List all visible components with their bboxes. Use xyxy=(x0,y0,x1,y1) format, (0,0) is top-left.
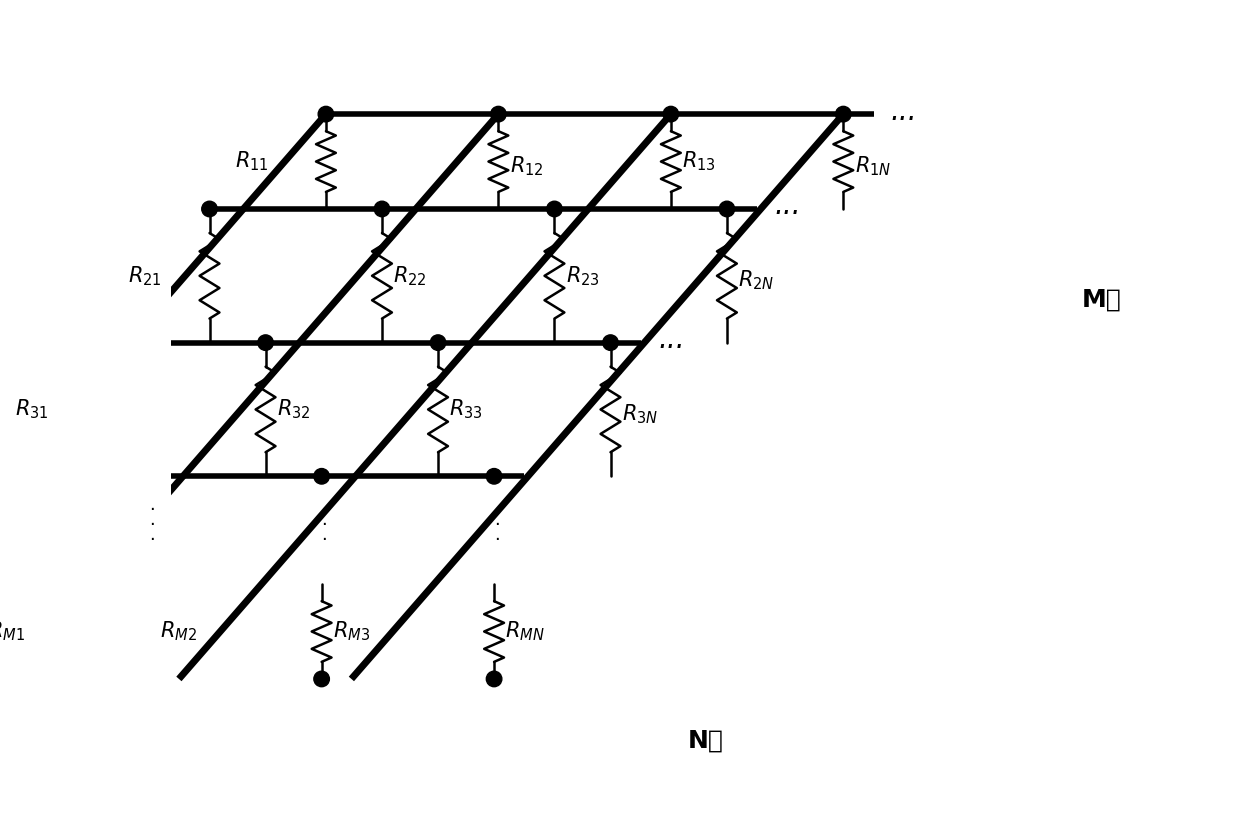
Text: $R_{M2}$: $R_{M2}$ xyxy=(160,620,197,643)
Text: ...: ... xyxy=(890,97,918,125)
Circle shape xyxy=(319,106,334,122)
Text: $R_{11}$: $R_{11}$ xyxy=(236,150,269,174)
Circle shape xyxy=(374,201,389,217)
Circle shape xyxy=(202,201,217,217)
Text: $R_{22}$: $R_{22}$ xyxy=(393,264,427,288)
Text: $R_{13}$: $R_{13}$ xyxy=(682,150,715,174)
Text: $R_{M3}$: $R_{M3}$ xyxy=(332,620,370,643)
Text: ...: ... xyxy=(774,193,801,220)
Circle shape xyxy=(141,469,157,484)
Text: N列: N列 xyxy=(687,729,723,753)
Text: $R_{1N}$: $R_{1N}$ xyxy=(854,154,890,178)
Circle shape xyxy=(141,671,157,686)
Circle shape xyxy=(491,106,506,122)
Circle shape xyxy=(836,106,851,122)
Circle shape xyxy=(258,335,273,351)
Text: ·
·
·: · · · xyxy=(321,500,327,549)
Text: $R_{3N}$: $R_{3N}$ xyxy=(621,402,658,425)
Text: $R_{23}$: $R_{23}$ xyxy=(565,264,599,288)
Circle shape xyxy=(547,201,562,217)
Text: $R_{MN}$: $R_{MN}$ xyxy=(505,620,544,643)
Text: $R_{21}$: $R_{21}$ xyxy=(128,264,161,288)
Text: ·
·
·: · · · xyxy=(149,500,155,549)
Circle shape xyxy=(719,201,734,217)
Circle shape xyxy=(430,335,446,351)
Text: $R_{12}$: $R_{12}$ xyxy=(510,154,543,178)
Text: $R_{M1}$: $R_{M1}$ xyxy=(0,620,25,643)
Text: ...: ... xyxy=(658,326,684,354)
Circle shape xyxy=(663,106,678,122)
Circle shape xyxy=(603,335,619,351)
Text: ·
·
·: · · · xyxy=(494,500,500,549)
Circle shape xyxy=(314,469,330,484)
Text: $R_{31}$: $R_{31}$ xyxy=(15,398,50,421)
Circle shape xyxy=(486,469,502,484)
Circle shape xyxy=(486,671,502,686)
Text: $R_{33}$: $R_{33}$ xyxy=(449,398,484,421)
Text: $R_{32}$: $R_{32}$ xyxy=(277,398,310,421)
Text: M行: M行 xyxy=(1083,288,1122,312)
Circle shape xyxy=(86,335,100,351)
Circle shape xyxy=(314,671,330,686)
Text: $R_{2N}$: $R_{2N}$ xyxy=(738,268,775,292)
